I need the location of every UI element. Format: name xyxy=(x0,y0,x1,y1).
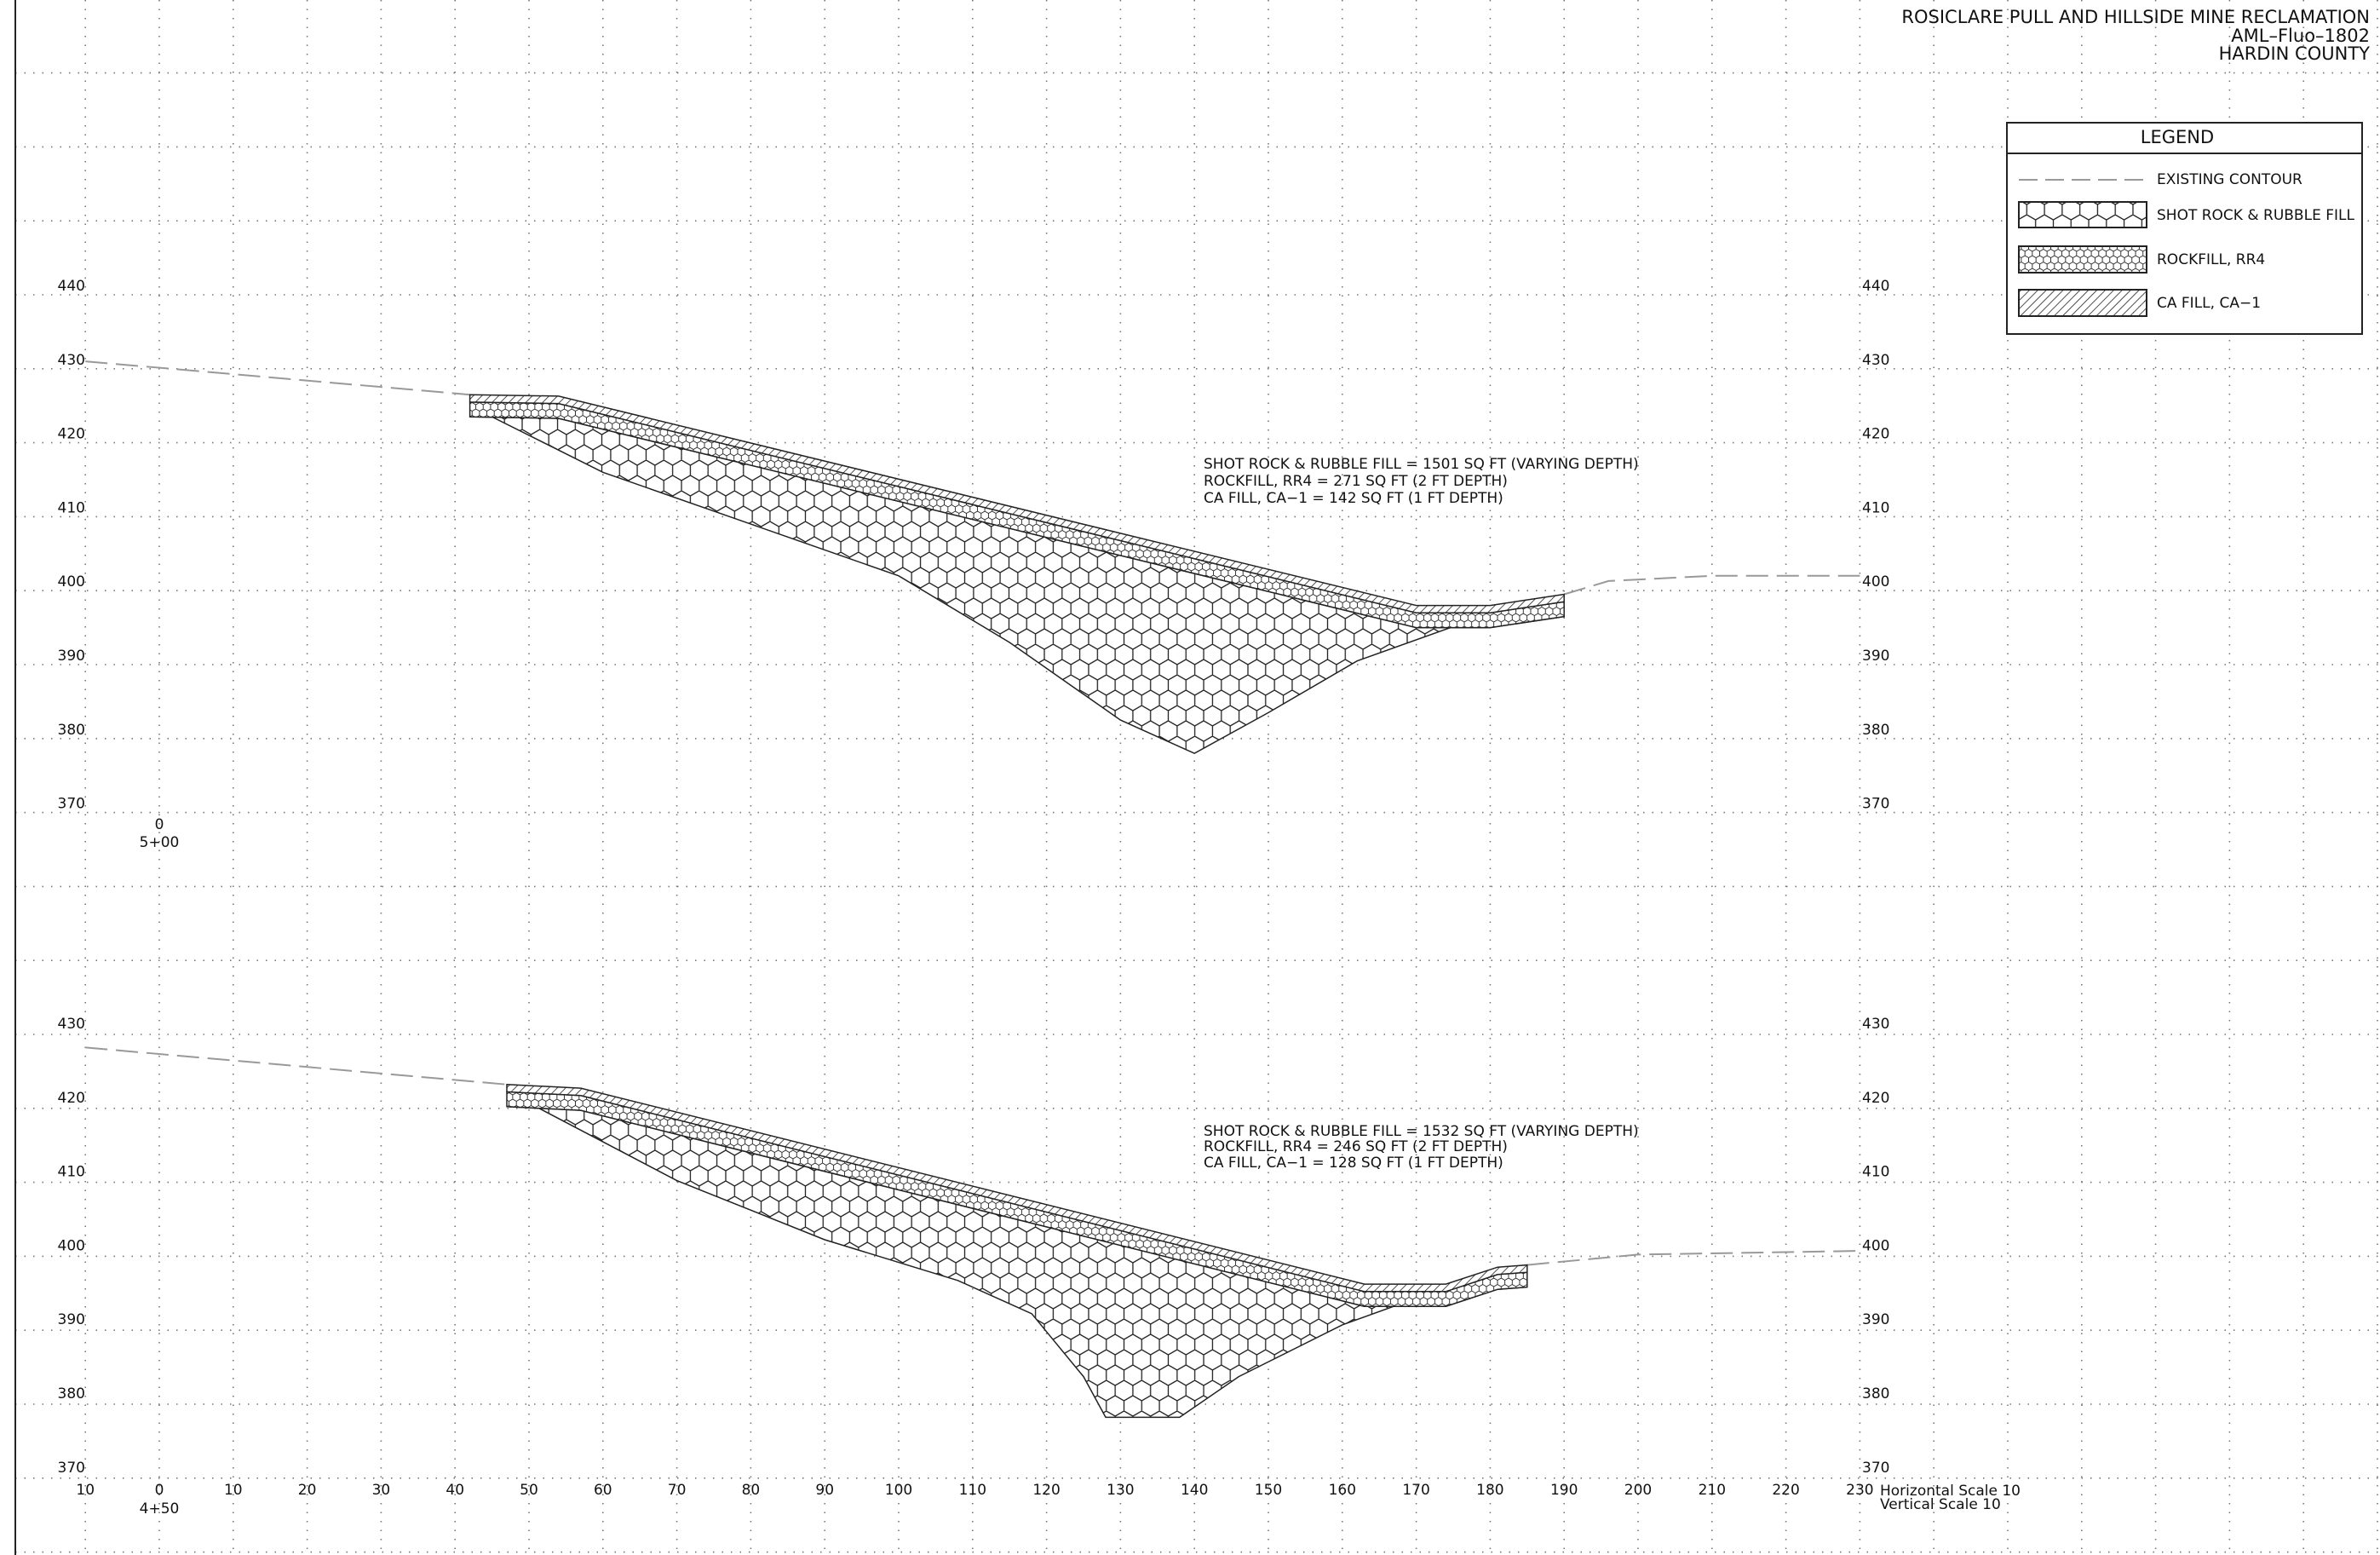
elevation-label: 430 xyxy=(58,352,85,369)
legend: LEGEND EXISTING CONTOUR SHOT ROCK & RUBB… xyxy=(2006,122,2363,335)
x-axis-label: 40 xyxy=(446,1482,464,1499)
elevation-label: 420 xyxy=(1862,426,1889,443)
elevation-label: 390 xyxy=(58,1311,85,1328)
x-axis-label: 90 xyxy=(815,1482,834,1499)
elevation-label: 410 xyxy=(58,1164,85,1181)
x-axis-label: 160 xyxy=(1329,1482,1356,1499)
legend-label: ROCKFILL, RR4 xyxy=(2157,251,2265,268)
legend-rockfill-swatch xyxy=(2018,245,2147,274)
elevation-label: 370 xyxy=(1862,1460,1889,1477)
elevation-label: 380 xyxy=(58,1385,85,1402)
elevation-label: 390 xyxy=(1862,1311,1889,1328)
section-note: CA FILL, CA−1 = 128 SQ FT (1 FT DEPTH) xyxy=(1204,1155,1503,1172)
section-note: CA FILL, CA−1 = 142 SQ FT (1 FT DEPTH) xyxy=(1204,490,1503,507)
elevation-label: 400 xyxy=(1862,573,1889,590)
elevation-label: 380 xyxy=(58,722,85,739)
elevation-label: 370 xyxy=(58,1460,85,1477)
elevation-label: 420 xyxy=(58,426,85,443)
scale-note: Vertical Scale 10 xyxy=(1880,1496,2001,1513)
legend-title: LEGEND xyxy=(2141,127,2214,147)
x-axis-label: 200 xyxy=(1624,1482,1652,1499)
title-line: AML–Fluo–1802 xyxy=(2231,26,2370,46)
x-axis-label: 50 xyxy=(520,1482,538,1499)
title-line: HARDIN COUNTY xyxy=(2219,43,2371,64)
elevation-label: 380 xyxy=(1862,1385,1889,1402)
x-axis-label: 120 xyxy=(1032,1482,1060,1499)
legend-shot-rock-swatch xyxy=(2018,201,2147,228)
elevation-label: 420 xyxy=(58,1090,85,1107)
existing-contour xyxy=(85,360,470,396)
elevation-label: 430 xyxy=(1862,1016,1889,1033)
elevation-label: 400 xyxy=(1862,1237,1889,1254)
x-axis-label: 30 xyxy=(372,1482,391,1499)
x-axis-label: 20 xyxy=(298,1482,317,1499)
x-axis-label: 70 xyxy=(668,1482,687,1499)
section-note: ROCKFILL, RR4 = 271 SQ FT (2 FT DEPTH) xyxy=(1204,473,1508,490)
grid xyxy=(15,0,2380,1555)
elevation-label: 440 xyxy=(1862,278,1889,295)
title-line: ROSICLARE PULL AND HILLSIDE MINE RECLAMA… xyxy=(1901,7,2370,27)
x-axis-label: 60 xyxy=(594,1482,612,1499)
scale-note: Horizontal Scale 10 xyxy=(1880,1483,2021,1500)
elevation-label: 410 xyxy=(1862,1164,1889,1181)
x-axis-label: 110 xyxy=(959,1482,986,1499)
elevation-label: 410 xyxy=(58,499,85,516)
x-axis-label: 190 xyxy=(1550,1482,1578,1499)
section-note: SHOT ROCK & RUBBLE FILL = 1532 SQ FT (VA… xyxy=(1204,1123,1639,1140)
elevation-label: 400 xyxy=(58,1237,85,1254)
existing-contour xyxy=(1563,574,1860,596)
legend-label: CA FILL, CA−1 xyxy=(2157,295,2261,312)
x-axis-label: 220 xyxy=(1772,1482,1799,1499)
elevation-label: 430 xyxy=(1862,352,1889,369)
existing-contour xyxy=(85,1046,508,1086)
station-label: 4+50 xyxy=(140,1500,180,1518)
elevation-label: 440 xyxy=(58,278,85,295)
ca-fill xyxy=(469,394,1565,613)
x-axis-label: 230 xyxy=(1846,1482,1873,1499)
elevation-label: 380 xyxy=(1862,722,1889,739)
legend-ca-fill-swatch xyxy=(2018,289,2147,317)
station-label: 5+00 xyxy=(140,834,180,851)
x-axis-label: 130 xyxy=(1107,1482,1134,1499)
x-axis-label: 10 xyxy=(76,1482,95,1499)
elevation-label: 370 xyxy=(1862,796,1889,813)
x-axis-label: 140 xyxy=(1181,1482,1208,1499)
elevation-label: 370 xyxy=(58,796,85,813)
x-axis-label: 80 xyxy=(742,1482,761,1499)
elevation-label: 410 xyxy=(1862,499,1889,516)
legend-label: EXISTING CONTOUR xyxy=(2157,171,2302,188)
x-axis-label: 210 xyxy=(1699,1482,1726,1499)
x-axis-label: 10 xyxy=(224,1482,243,1499)
x-axis-label: 150 xyxy=(1255,1482,1282,1499)
x-axis-label: 0 xyxy=(155,1482,164,1499)
elevation-label: 430 xyxy=(58,1016,85,1033)
section-note: SHOT ROCK & RUBBLE FILL = 1501 SQ FT (VA… xyxy=(1204,456,1639,473)
ca-fill xyxy=(506,1084,1528,1293)
existing-contour xyxy=(1526,1250,1860,1266)
x-axis-label: 100 xyxy=(885,1482,912,1499)
elevation-label: 390 xyxy=(58,648,85,665)
section-note: ROCKFILL, RR4 = 246 SQ FT (2 FT DEPTH) xyxy=(1204,1138,1508,1155)
elevation-label: 420 xyxy=(1862,1090,1889,1107)
x-axis-label: 170 xyxy=(1402,1482,1429,1499)
station-offset: 0 xyxy=(155,816,164,833)
legend-label: SHOT ROCK & RUBBLE FILL xyxy=(2157,207,2354,224)
elevation-label: 390 xyxy=(1862,648,1889,665)
cross-sections xyxy=(85,360,1860,1419)
elevation-label: 400 xyxy=(58,573,85,590)
x-axis-label: 180 xyxy=(1476,1482,1503,1499)
